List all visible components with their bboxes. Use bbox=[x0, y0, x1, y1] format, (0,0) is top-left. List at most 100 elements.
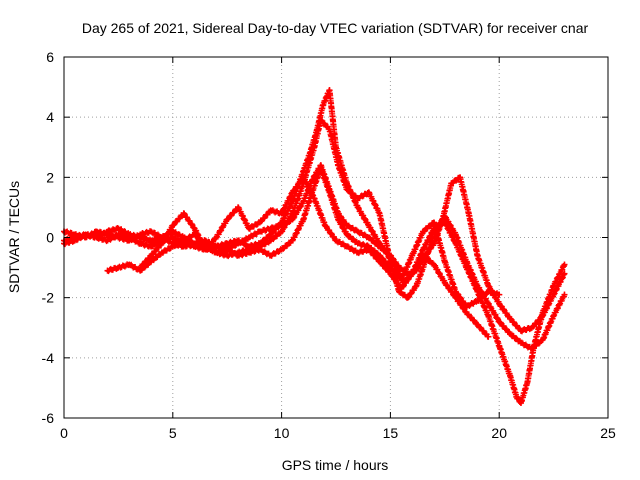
data-point bbox=[126, 231, 133, 238]
data-point bbox=[115, 225, 122, 232]
data-point bbox=[148, 252, 155, 259]
data-point bbox=[169, 243, 176, 250]
data-point bbox=[158, 249, 165, 256]
data-point bbox=[439, 216, 446, 223]
data-point bbox=[148, 243, 155, 250]
data-point bbox=[420, 246, 427, 253]
data-point bbox=[376, 210, 383, 217]
data-point bbox=[311, 195, 318, 202]
y-tick-label: 0 bbox=[46, 230, 54, 246]
data-point bbox=[335, 162, 342, 169]
data-point bbox=[354, 240, 361, 247]
data-point bbox=[376, 258, 383, 265]
data-point bbox=[376, 243, 383, 250]
data-point bbox=[82, 231, 89, 238]
data-point bbox=[278, 246, 285, 253]
data-point bbox=[311, 144, 318, 151]
data-point bbox=[463, 258, 470, 265]
x-tick-label: 5 bbox=[169, 425, 177, 441]
data-point bbox=[354, 204, 361, 211]
data-point bbox=[496, 300, 503, 307]
data-point bbox=[158, 240, 165, 247]
data-point bbox=[126, 261, 133, 268]
data-point bbox=[420, 252, 427, 259]
data-point bbox=[343, 186, 350, 193]
data-point bbox=[180, 243, 187, 250]
axis-ticks: 0 5 10 15 20 25 -6 -4 -2 0 2 4 6 bbox=[42, 49, 616, 441]
x-tick-label: 15 bbox=[383, 425, 399, 441]
data-point bbox=[256, 246, 263, 253]
data-point bbox=[561, 270, 568, 277]
y-tick-label: 4 bbox=[46, 109, 54, 125]
data-point bbox=[245, 249, 252, 256]
data-point bbox=[396, 264, 403, 271]
data-point bbox=[71, 237, 78, 244]
data-point bbox=[441, 279, 448, 286]
data-point bbox=[235, 252, 242, 259]
data-point bbox=[137, 240, 144, 247]
data-point bbox=[550, 312, 557, 319]
data-point bbox=[224, 240, 231, 247]
data-point bbox=[224, 246, 231, 253]
data-point bbox=[485, 300, 492, 307]
data-point bbox=[256, 228, 263, 235]
data-point bbox=[126, 237, 133, 244]
y-axis-label: SDTVAR / TECUs bbox=[6, 181, 22, 293]
x-tick-label: 25 bbox=[600, 425, 616, 441]
data-point bbox=[517, 327, 524, 334]
x-axis-label: GPS time / hours bbox=[282, 457, 389, 473]
data-point bbox=[104, 237, 111, 244]
data-point bbox=[365, 222, 372, 229]
x-tick-label: 20 bbox=[491, 425, 507, 441]
data-point bbox=[267, 252, 274, 259]
data-point bbox=[93, 234, 100, 241]
data-point bbox=[413, 282, 420, 289]
data-point bbox=[507, 315, 514, 322]
data-point bbox=[561, 261, 568, 268]
data-point bbox=[485, 288, 492, 295]
series-track-5 bbox=[137, 174, 492, 340]
data-point bbox=[430, 261, 437, 268]
data-point bbox=[191, 240, 198, 247]
data-layer bbox=[61, 87, 568, 406]
data-point bbox=[354, 249, 361, 256]
data-point bbox=[278, 210, 285, 217]
data-point bbox=[343, 222, 350, 229]
data-point bbox=[485, 312, 492, 319]
data-point bbox=[420, 228, 427, 235]
data-point bbox=[169, 234, 176, 241]
chart-title: Day 265 of 2021, Sidereal Day-to-day VTE… bbox=[82, 20, 589, 36]
data-point bbox=[496, 291, 503, 298]
data-point bbox=[191, 225, 198, 232]
data-point bbox=[387, 252, 394, 259]
data-point bbox=[517, 339, 524, 346]
data-point bbox=[387, 270, 394, 277]
data-point bbox=[430, 240, 437, 247]
data-point bbox=[474, 321, 481, 328]
data-point bbox=[326, 87, 333, 94]
series-track-4 bbox=[104, 165, 503, 310]
data-point bbox=[517, 399, 524, 406]
x-tick-label: 0 bbox=[60, 425, 68, 441]
data-point bbox=[326, 189, 333, 196]
y-tick-label: -2 bbox=[42, 290, 55, 306]
data-point bbox=[365, 246, 372, 253]
data-point bbox=[71, 231, 78, 238]
y-tick-label: 2 bbox=[46, 169, 54, 185]
data-point bbox=[457, 174, 464, 181]
data-point bbox=[496, 318, 503, 325]
data-point bbox=[463, 309, 470, 316]
data-point bbox=[507, 330, 514, 337]
data-point bbox=[148, 228, 155, 235]
data-point bbox=[235, 240, 242, 247]
y-tick-label: -6 bbox=[42, 410, 55, 426]
x-tick-label: 10 bbox=[274, 425, 290, 441]
data-point bbox=[104, 267, 111, 274]
data-point bbox=[245, 234, 252, 241]
data-point bbox=[256, 219, 263, 226]
data-point bbox=[528, 345, 535, 352]
data-point bbox=[409, 270, 416, 277]
data-point bbox=[343, 231, 350, 238]
data-point bbox=[539, 336, 546, 343]
